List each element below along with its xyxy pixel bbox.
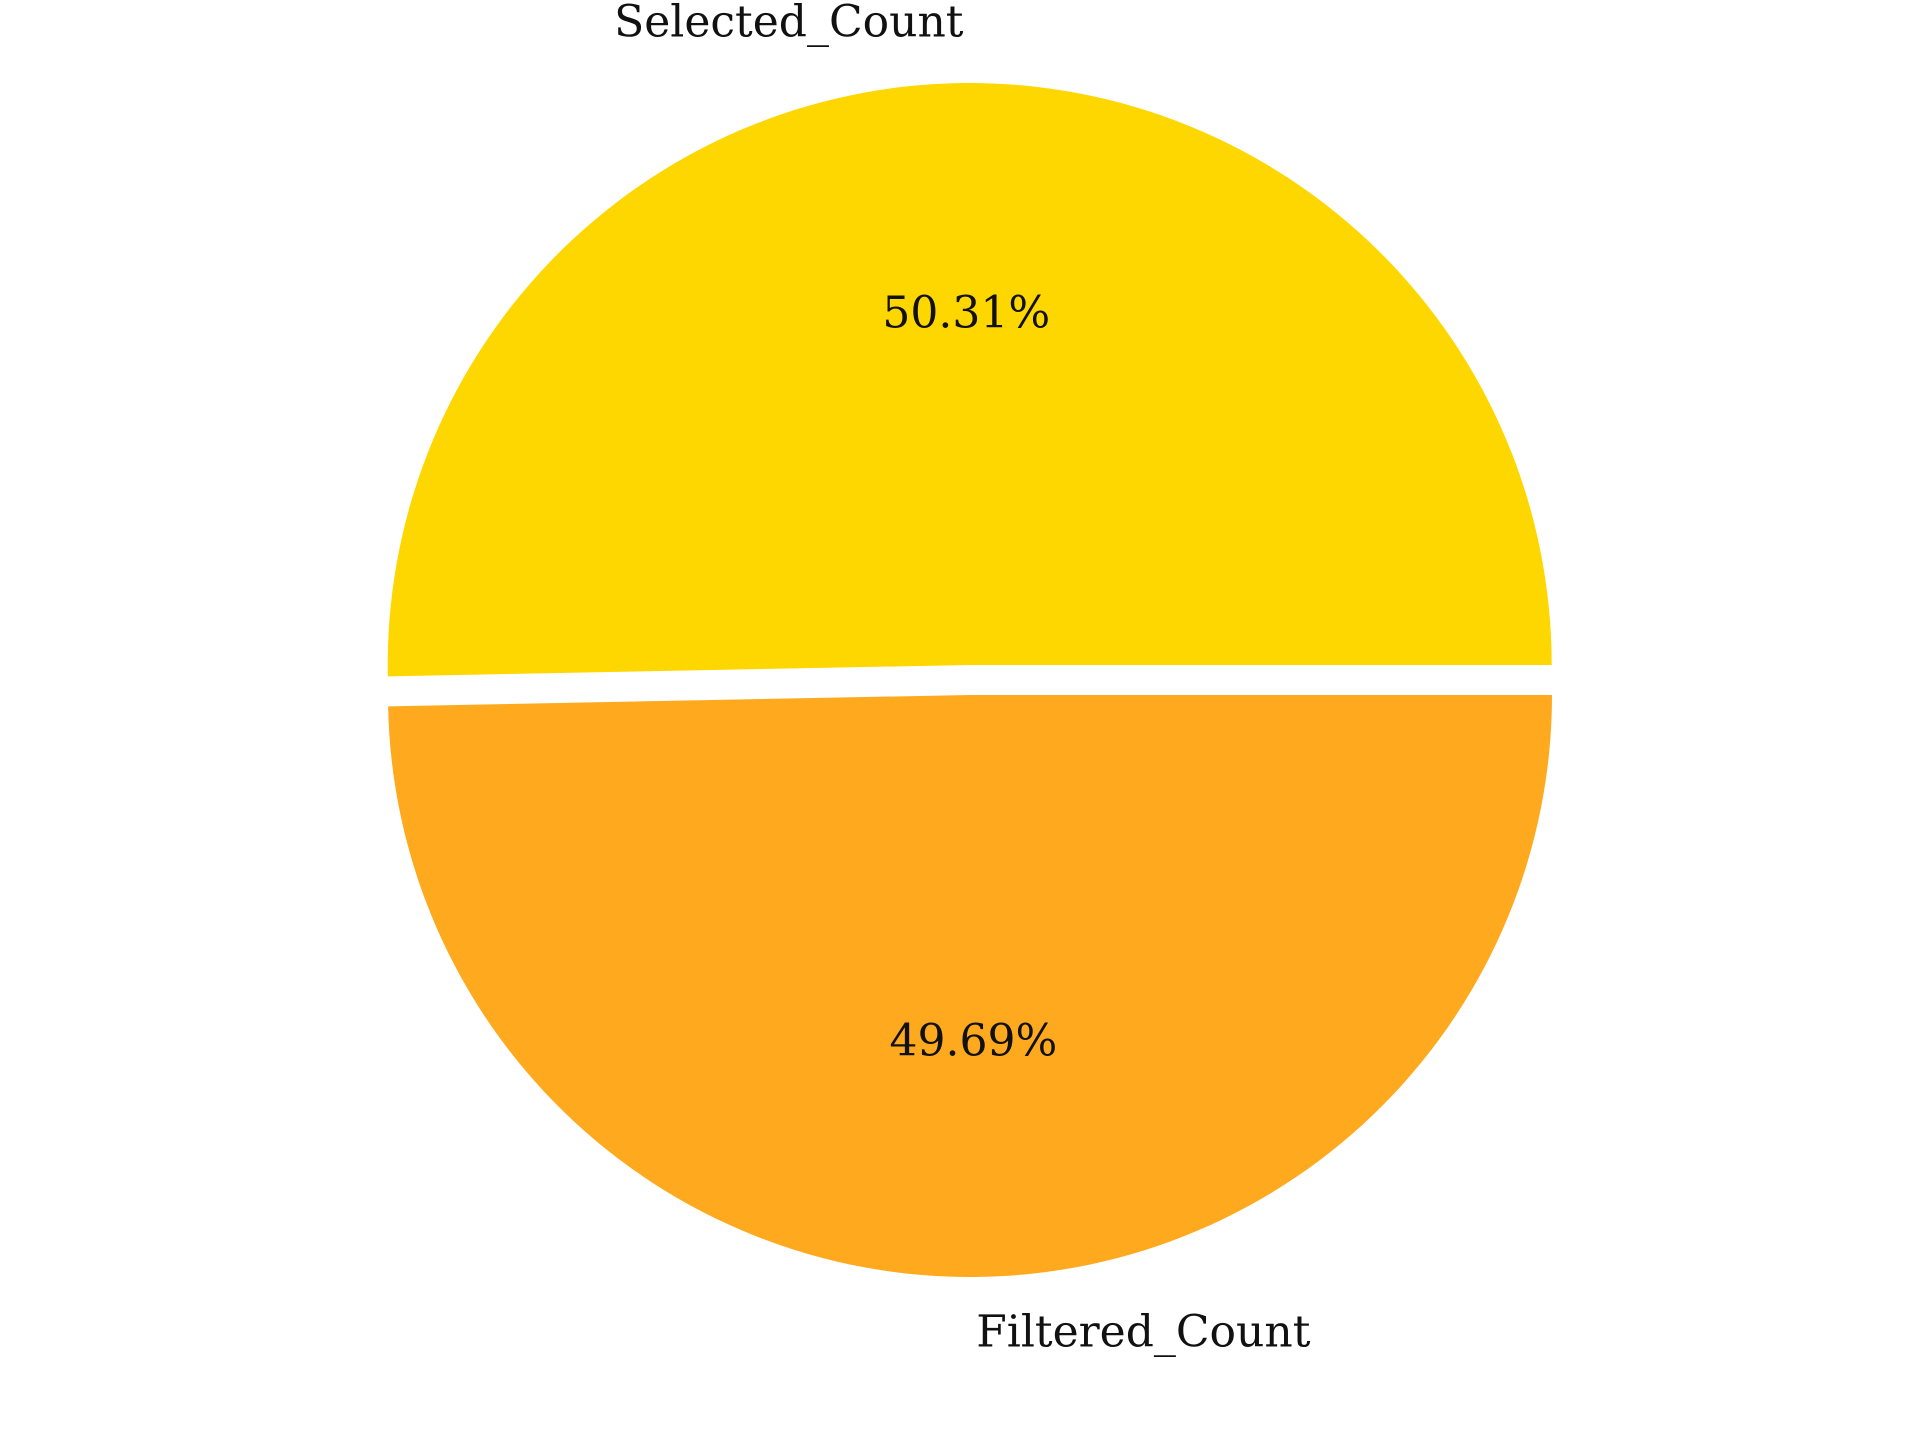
percent-label-selected-count: 50.31%	[882, 287, 1050, 338]
pie-labels: Selected_Count 50.31% Filtered_Count 49.69%	[614, 0, 1311, 1358]
slice-label-selected-count: Selected_Count	[614, 0, 964, 47]
pie-slice-selected-count	[387, 83, 1552, 677]
slice-label-filtered-count: Filtered_Count	[976, 1307, 1310, 1358]
percent-label-filtered-count: 49.69%	[890, 1016, 1058, 1067]
pie-slice-filtered-count	[388, 695, 1553, 1277]
pie-slices	[387, 83, 1553, 1277]
